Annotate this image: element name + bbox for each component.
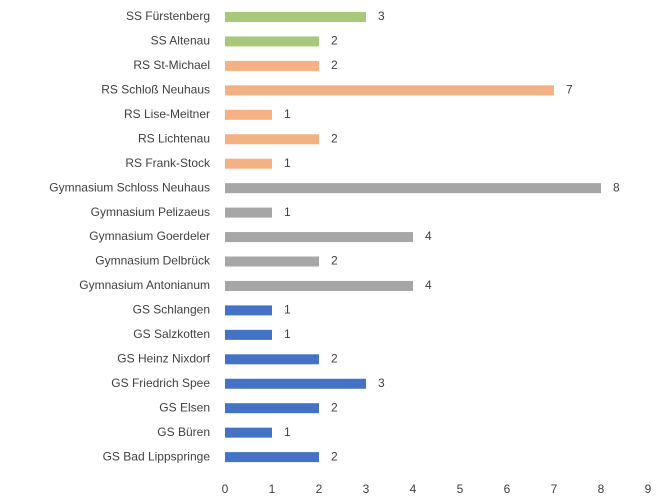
data-label: 1	[284, 107, 291, 121]
bar	[225, 452, 319, 463]
x-tick-label: 1	[269, 482, 276, 496]
data-label: 1	[284, 303, 291, 317]
x-tick-label: 3	[363, 482, 370, 496]
bar	[225, 36, 319, 47]
y-tick-label: GS Heinz Nixdorf	[117, 351, 210, 365]
data-label: 2	[331, 131, 338, 145]
y-tick-label: GS Schlangen	[133, 303, 210, 317]
bar	[225, 232, 413, 243]
y-tick-label: SS Fürstenberg	[126, 9, 210, 23]
y-tick-label: RS Frank-Stock	[125, 156, 211, 170]
bar	[225, 207, 272, 218]
y-tick-label: GS Friedrich Spee	[111, 376, 210, 390]
data-label: 2	[331, 58, 338, 72]
data-label: 1	[284, 156, 291, 170]
data-label: 4	[425, 229, 432, 243]
y-tick-label: Gymnasium Antonianum	[79, 278, 210, 292]
bar	[225, 427, 272, 438]
x-tick-label: 2	[316, 482, 323, 496]
x-tick-label: 7	[551, 482, 558, 496]
y-tick-label: RS St-Michael	[133, 58, 210, 72]
y-tick-label: GS Salzkotten	[133, 327, 210, 341]
y-tick-label: SS Altenau	[151, 34, 210, 48]
data-label: 1	[284, 327, 291, 341]
y-tick-label: GS Elsen	[159, 400, 210, 414]
x-tick-label: 6	[504, 482, 511, 496]
data-label: 7	[566, 83, 573, 97]
data-label: 1	[284, 425, 291, 439]
x-tick-label: 9	[645, 482, 652, 496]
x-tick-label: 0	[222, 482, 229, 496]
bar	[225, 158, 272, 169]
y-tick-label: RS Schloß Neuhaus	[101, 83, 210, 97]
bar	[225, 329, 272, 340]
bar	[225, 109, 272, 120]
y-tick-label: Gymnasium Pelizaeus	[91, 205, 210, 219]
data-label: 2	[331, 351, 338, 365]
data-label: 2	[331, 254, 338, 268]
bar	[225, 12, 366, 22]
data-label: 1	[284, 205, 291, 219]
data-label: 2	[331, 400, 338, 414]
data-label: 3	[378, 9, 385, 23]
data-label: 3	[378, 376, 385, 390]
bar	[225, 403, 319, 414]
bar	[225, 354, 319, 365]
bar	[225, 280, 413, 291]
y-tick-label: Gymnasium Goerdeler	[89, 229, 210, 243]
data-label: 4	[425, 278, 432, 292]
bar	[225, 134, 319, 145]
bar	[225, 305, 272, 316]
data-label: 2	[331, 34, 338, 48]
y-tick-label: Gymnasium Schloss Neuhaus	[49, 180, 210, 194]
data-label: 2	[331, 449, 338, 463]
x-tick-label: 8	[598, 482, 605, 496]
x-tick-label: 5	[457, 482, 464, 496]
bar	[225, 183, 601, 194]
bar	[225, 85, 554, 96]
bar	[225, 60, 319, 71]
y-tick-label: GS Büren	[157, 425, 210, 439]
data-label: 8	[613, 180, 620, 194]
x-tick-label: 4	[410, 482, 417, 496]
y-tick-label: RS Lise-Meitner	[124, 107, 210, 121]
y-tick-label: GS Bad Lippspringe	[103, 449, 211, 463]
y-tick-label: Gymnasium Delbrück	[95, 254, 211, 268]
bar	[225, 256, 319, 267]
bar	[225, 378, 366, 389]
y-tick-label: RS Lichtenau	[138, 131, 210, 145]
